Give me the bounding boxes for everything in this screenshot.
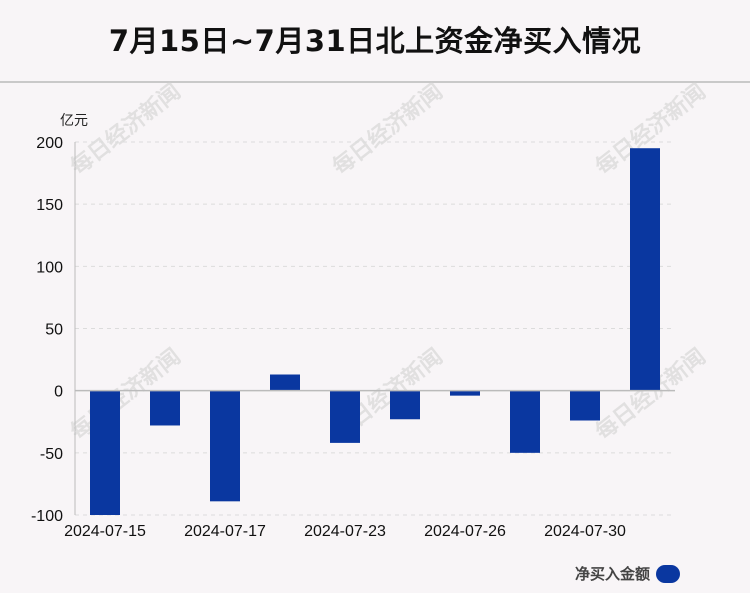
gridlines (75, 141, 675, 516)
legend: 净买入金额 (575, 563, 681, 584)
bars (90, 148, 660, 515)
x-tick-label: 2024-07-26 (424, 523, 506, 540)
y-tick-label: 100 (36, 259, 63, 276)
y-axis-unit-label: 亿元 (60, 113, 88, 129)
x-axis-ticks: 2024-07-15 2024-07-17 2024-07-23 2024-07-26… (64, 523, 626, 540)
y-tick-label: 50 (45, 322, 63, 339)
bar (630, 148, 660, 391)
watermark-text: 每日经济新闻 (328, 79, 448, 181)
watermark-text: 每日经济新闻 (66, 79, 186, 181)
y-tick-label: 200 (36, 135, 63, 152)
y-tick-label: -100 (31, 508, 63, 525)
bar (510, 390, 540, 453)
bar (90, 390, 120, 515)
bar (390, 390, 420, 420)
x-tick-label: 2024-07-23 (304, 523, 386, 540)
bar (150, 390, 180, 426)
title-divider (0, 81, 750, 83)
y-tick-label: 150 (36, 197, 63, 214)
x-tick-label: 2024-07-15 (64, 523, 146, 540)
bar (210, 390, 240, 502)
x-tick-label: 2024-07-17 (184, 523, 266, 540)
y-tick-label: 0 (54, 384, 63, 401)
chart-title: 7月15日~7月31日北上资金净买入情况 (108, 24, 642, 58)
legend-swatch (656, 564, 681, 583)
bar (450, 390, 480, 396)
bar (270, 374, 300, 391)
y-tick-label: -50 (40, 446, 63, 463)
x-tick-label: 2024-07-30 (544, 523, 626, 540)
bar (570, 390, 600, 421)
legend-label: 净买入金额 (575, 565, 651, 583)
y-axis-ticks: 200 150 100 50 0 -50 -100 (31, 135, 63, 525)
bar (330, 390, 360, 443)
